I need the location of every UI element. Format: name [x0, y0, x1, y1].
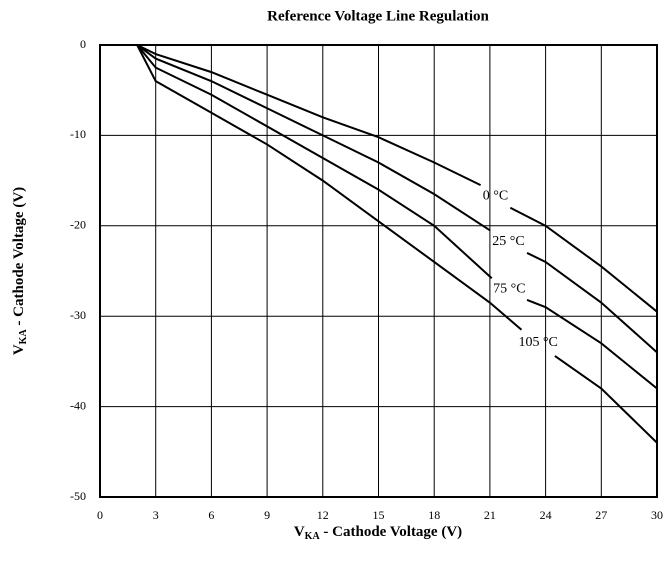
y-tick-label: -30 [70, 308, 86, 322]
x-tick-label: 24 [540, 508, 552, 522]
x-label-part: V [294, 524, 305, 540]
series-label: 75 °C [493, 281, 525, 296]
x-tick-label: 30 [651, 508, 663, 522]
x-tick-label: 21 [484, 508, 496, 522]
x-tick-label: 12 [317, 508, 329, 522]
y-label-part: - Cathode Voltage (V) [11, 187, 27, 330]
y-tick-label: -50 [70, 489, 86, 503]
x-axis-label: VKA - Cathode Voltage (V) [294, 524, 462, 542]
series-line [136, 44, 658, 313]
x-tick-label: 18 [428, 508, 440, 522]
y-label-part: V [11, 344, 27, 355]
x-tick-label: 9 [264, 508, 270, 522]
x-tick-label: 15 [373, 508, 385, 522]
y-label-sub: KA [18, 329, 29, 345]
chart-title: Reference Voltage Line Regulation [267, 8, 489, 24]
series-label: 25 °C [492, 234, 524, 249]
x-tick-label: 3 [153, 508, 159, 522]
y-tick-label: -40 [70, 398, 86, 412]
y-tick-label: -10 [70, 127, 86, 141]
plot-frame [99, 44, 658, 498]
y-tick-label: -20 [70, 218, 86, 232]
x-label-sub: KA [305, 531, 321, 542]
series-label: 0 °C [483, 189, 508, 204]
series-label: 105 °C [518, 335, 557, 350]
x-tick-label: 27 [595, 508, 607, 522]
series-line [136, 44, 658, 390]
y-axis-label: VKA - Cathode Voltage (V) [11, 187, 29, 355]
x-tick-label: 6 [208, 508, 214, 522]
x-tick-label: 0 [97, 508, 103, 522]
y-tick-label: 0 [80, 37, 86, 51]
series-line [136, 44, 658, 354]
series-line [136, 44, 658, 444]
x-label-part: - Cathode Voltage (V) [320, 524, 463, 540]
